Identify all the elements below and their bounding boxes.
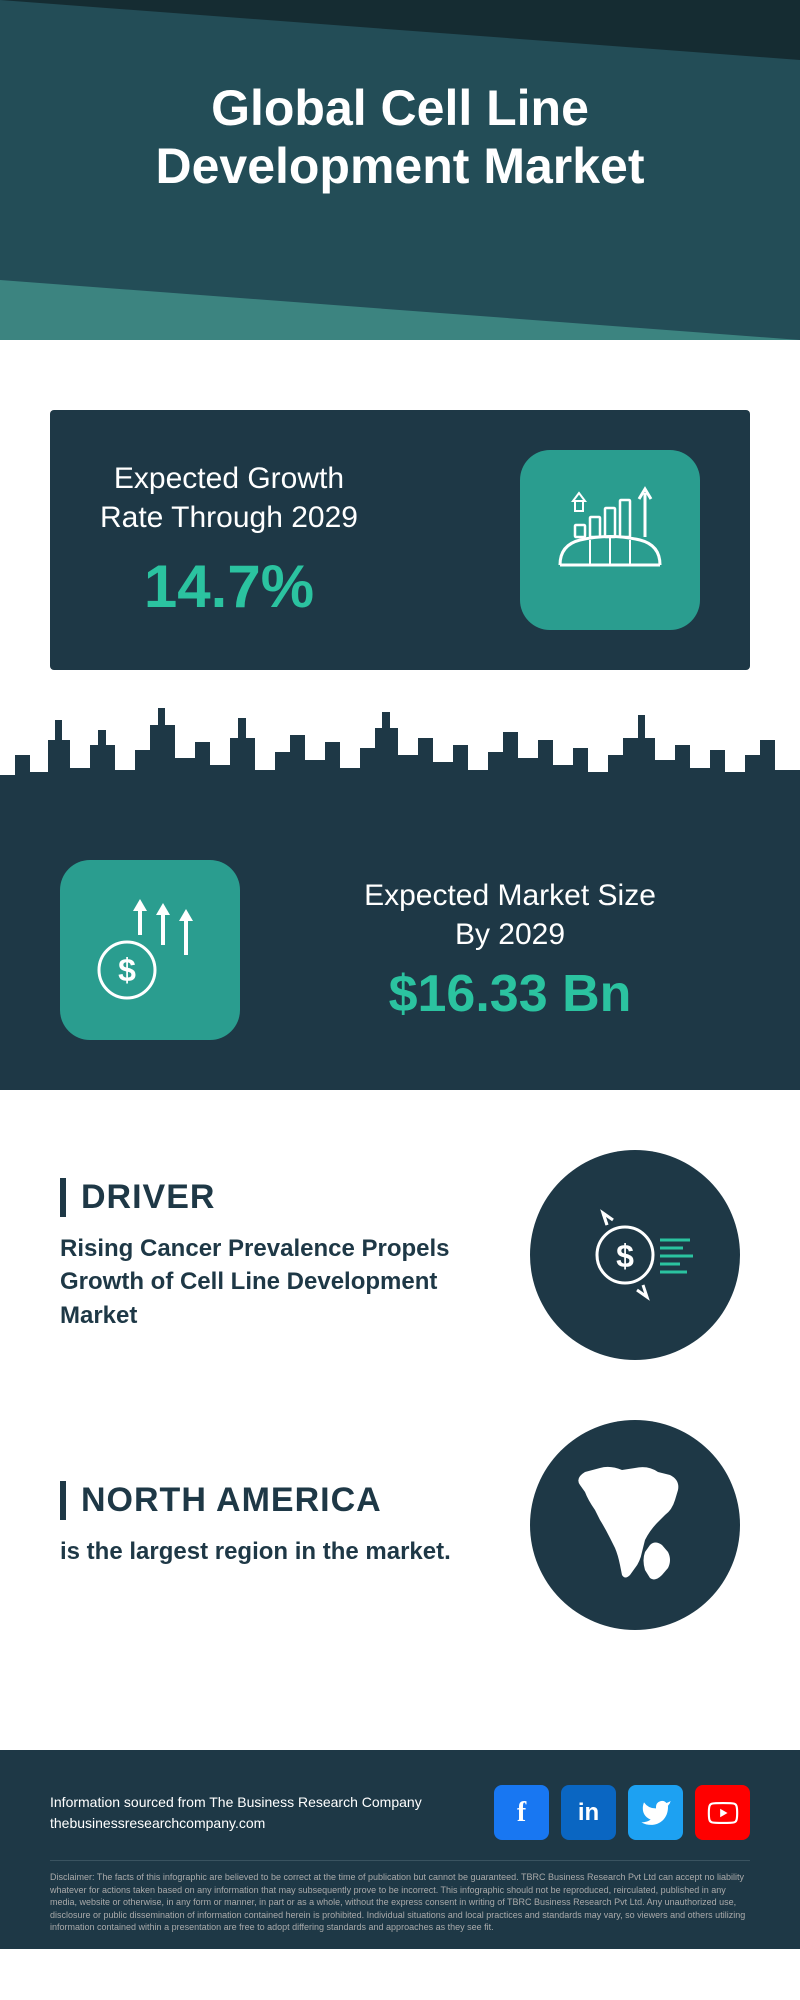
growth-label: Expected Growth Rate Through 2029	[100, 459, 358, 537]
region-text-block: NORTH AMERICA is the largest region in t…	[60, 1481, 490, 1569]
spacer	[0, 1090, 800, 1130]
market-label: Expected Market Size By 2029	[280, 876, 740, 954]
market-size-section: $ Expected Market Size By 2029 $16.33	[0, 670, 800, 1090]
footer-source: Information sourced from The Business Re…	[50, 1792, 422, 1834]
header-decoration-bottom	[0, 280, 800, 340]
driver-section: DRIVER Rising Cancer Prevalence Propels …	[0, 1130, 800, 1400]
spacer	[0, 340, 800, 410]
market-value: $16.33 Bn	[280, 964, 740, 1024]
market-content: $ Expected Market Size By 2029 $16.33	[0, 820, 800, 1080]
region-section: NORTH AMERICA is the largest region in t…	[0, 1400, 800, 1670]
region-heading: NORTH AMERICA	[60, 1481, 490, 1520]
social-icons-row: f in	[494, 1785, 750, 1840]
driver-body: Rising Cancer Prevalence Propels Growth …	[60, 1232, 490, 1333]
spacer	[0, 1670, 800, 1750]
title-line1: Global Cell Line	[211, 80, 589, 136]
region-body: is the largest region in the market.	[60, 1535, 490, 1569]
skyline-silhouette	[0, 700, 800, 820]
market-size-band: $ Expected Market Size By 2029 $16.33	[0, 820, 800, 1090]
header-section: Global Cell Line Development Market	[0, 0, 800, 340]
growth-value: 14.7%	[100, 552, 358, 621]
region-map-icon	[530, 1420, 740, 1630]
header-decoration-top	[0, 0, 800, 60]
growth-rate-card: Expected Growth Rate Through 2029 14.7%	[50, 410, 750, 670]
page-title: Global Cell Line Development Market	[0, 80, 800, 195]
infographic-container: Global Cell Line Development Market Expe…	[0, 0, 800, 1949]
growth-text-block: Expected Growth Rate Through 2029 14.7%	[100, 459, 358, 621]
market-growth-icon: $	[60, 860, 240, 1040]
driver-text-block: DRIVER Rising Cancer Prevalence Propels …	[60, 1178, 490, 1333]
twitter-icon[interactable]	[628, 1785, 683, 1840]
svg-text:$: $	[118, 952, 136, 988]
footer-section: Information sourced from The Business Re…	[0, 1750, 800, 1949]
driver-icon: $	[530, 1150, 740, 1360]
market-text-block: Expected Market Size By 2029 $16.33 Bn	[280, 876, 740, 1024]
footer-disclaimer: Disclaimer: The facts of this infographi…	[50, 1860, 750, 1934]
svg-text:$: $	[616, 1238, 634, 1274]
facebook-icon[interactable]: f	[494, 1785, 549, 1840]
youtube-icon[interactable]	[695, 1785, 750, 1840]
footer-top-row: Information sourced from The Business Re…	[50, 1785, 750, 1840]
title-line2: Development Market	[155, 138, 644, 194]
growth-chart-icon	[520, 450, 700, 630]
linkedin-icon[interactable]: in	[561, 1785, 616, 1840]
driver-heading: DRIVER	[60, 1178, 490, 1217]
